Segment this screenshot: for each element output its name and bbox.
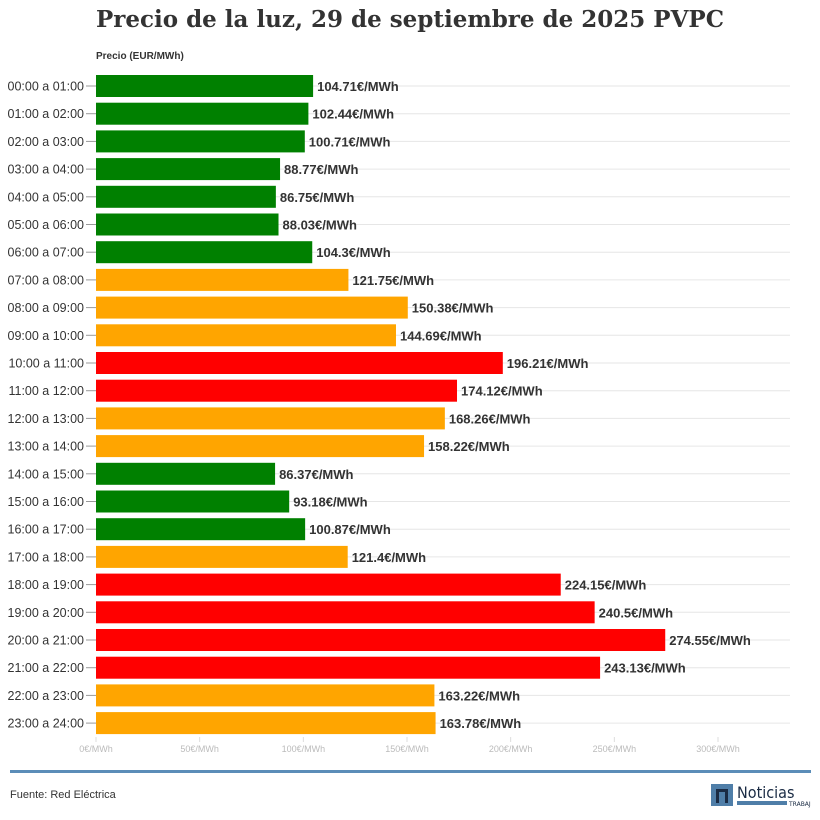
bar-23-00-a-24-00	[96, 712, 436, 735]
bar-21-00-a-22-00	[96, 656, 601, 679]
y-tick-label: 21:00 a 22:00	[8, 661, 85, 675]
y-tick-label: 00:00 a 01:00	[8, 80, 85, 94]
bar-09-00-a-10-00	[96, 324, 396, 347]
bar-06-00-a-07-00	[96, 241, 313, 264]
y-tick-label: 17:00 a 18:00	[8, 550, 85, 564]
y-tick-label: 07:00 a 08:00	[8, 273, 85, 287]
data-label: 104.3€/MWh	[316, 245, 390, 260]
bar-10-00-a-11-00	[96, 352, 503, 374]
data-label: 121.4€/MWh	[352, 550, 426, 565]
x-tick-label: 50€/MWh	[180, 744, 219, 754]
y-tick-label: 12:00 a 13:00	[8, 412, 85, 426]
y-tick-label: 03:00 a 04:00	[8, 163, 85, 177]
bar-04-00-a-05-00	[96, 185, 276, 208]
y-tick-label: 13:00 a 14:00	[8, 440, 85, 454]
y-tick-label: 05:00 a 06:00	[8, 218, 85, 232]
bar-14-00-a-15-00	[96, 462, 276, 485]
y-tick-label: 16:00 a 17:00	[8, 523, 85, 537]
data-label: 163.78€/MWh	[440, 716, 522, 731]
bar-18-00-a-19-00	[96, 573, 561, 596]
data-label: 243.13€/MWh	[604, 661, 686, 676]
bar-01-00-a-02-00	[96, 102, 309, 125]
bar-07-00-a-08-00	[96, 268, 349, 291]
data-label: 168.26€/MWh	[449, 411, 531, 426]
bar-19-00-a-20-00	[96, 601, 595, 624]
svg-text:Noticias: Noticias	[737, 783, 794, 802]
bar-03-00-a-04-00	[96, 158, 281, 181]
bar-22-00-a-23-00	[96, 684, 435, 707]
data-label: 102.44€/MWh	[312, 107, 394, 122]
bar-15-00-a-16-00	[96, 490, 290, 513]
data-label: 86.37€/MWh	[279, 467, 353, 482]
bar-17-00-a-18-00	[96, 545, 348, 568]
bar-12-00-a-13-00	[96, 407, 445, 430]
y-tick-label: 19:00 a 20:00	[8, 606, 85, 620]
data-label: 86.75€/MWh	[280, 190, 354, 205]
y-axis-title: Precio (EUR/MWh)	[96, 51, 184, 62]
y-tick-label: 08:00 a 09:00	[8, 301, 85, 315]
x-tick-label: 100€/MWh	[282, 744, 326, 754]
y-tick-label: 14:00 a 15:00	[8, 467, 85, 481]
bar-chart: Precio (EUR/MWh) 0€/MWh 50€/MWh 100€/MWh 150…	[8, 51, 790, 754]
data-label: 158.22€/MWh	[428, 439, 510, 454]
x-tick-label: 250€/MWh	[593, 744, 637, 754]
y-tick-label: 06:00 a 07:00	[8, 246, 85, 260]
x-tick-label: 300€/MWh	[696, 744, 740, 754]
data-label: 150.38€/MWh	[412, 301, 494, 316]
chart-title: Precio de la luz, 29 de septiembre de 20…	[95, 6, 725, 33]
source-note: Fuente: Red Eléctrica	[10, 789, 116, 801]
bar-02-00-a-03-00	[96, 130, 305, 153]
y-tick-label: 15:00 a 16:00	[8, 495, 85, 509]
data-label: 104.71€/MWh	[317, 79, 399, 94]
data-label: 121.75€/MWh	[352, 273, 434, 288]
bar-20-00-a-21-00	[96, 629, 666, 651]
y-tick-label: 18:00 a 19:00	[8, 578, 85, 592]
footer-divider	[10, 770, 811, 773]
data-label: 163.22€/MWh	[438, 688, 520, 703]
y-tick-label: 23:00 a 24:00	[8, 717, 85, 731]
bar-05-00-a-06-00	[96, 213, 279, 236]
bar-16-00-a-17-00	[96, 518, 306, 541]
data-label: 88.03€/MWh	[283, 218, 357, 233]
data-label: 93.18€/MWh	[293, 495, 367, 510]
y-tick-label: 04:00 a 05:00	[8, 190, 85, 204]
noticias-trabajo-logo: Noticias TRABAJO	[711, 783, 811, 808]
data-label: 274.55€/MWh	[669, 633, 751, 648]
data-label: 174.12€/MWh	[461, 384, 543, 399]
bar-13-00-a-14-00	[96, 435, 425, 458]
bar-00-00-a-01-00	[96, 75, 314, 97]
y-tick-label: 22:00 a 23:00	[8, 689, 85, 703]
y-tick-label: 01:00 a 02:00	[8, 107, 85, 121]
data-label: 144.69€/MWh	[400, 328, 482, 343]
bar-11-00-a-12-00	[96, 379, 458, 402]
y-tick-label: 11:00 a 12:00	[8, 384, 84, 398]
data-label: 100.87€/MWh	[309, 522, 391, 537]
x-tick-label: 0€/MWh	[79, 744, 113, 754]
y-tick-label: 10:00 a 11:00	[8, 357, 84, 371]
data-label: 240.5€/MWh	[599, 605, 673, 620]
data-label: 224.15€/MWh	[565, 578, 647, 593]
y-tick-label: 09:00 a 10:00	[8, 329, 85, 343]
x-tick-label: 150€/MWh	[385, 744, 429, 754]
svg-text:TRABAJO: TRABAJO	[788, 801, 811, 808]
data-label: 196.21€/MWh	[507, 356, 589, 371]
y-tick-label: 02:00 a 03:00	[8, 135, 85, 149]
data-label: 100.71€/MWh	[309, 134, 391, 149]
y-tick-label: 20:00 a 21:00	[8, 634, 85, 648]
data-label: 88.77€/MWh	[284, 162, 358, 177]
x-tick-label: 200€/MWh	[489, 744, 533, 754]
bar-08-00-a-09-00	[96, 296, 408, 319]
